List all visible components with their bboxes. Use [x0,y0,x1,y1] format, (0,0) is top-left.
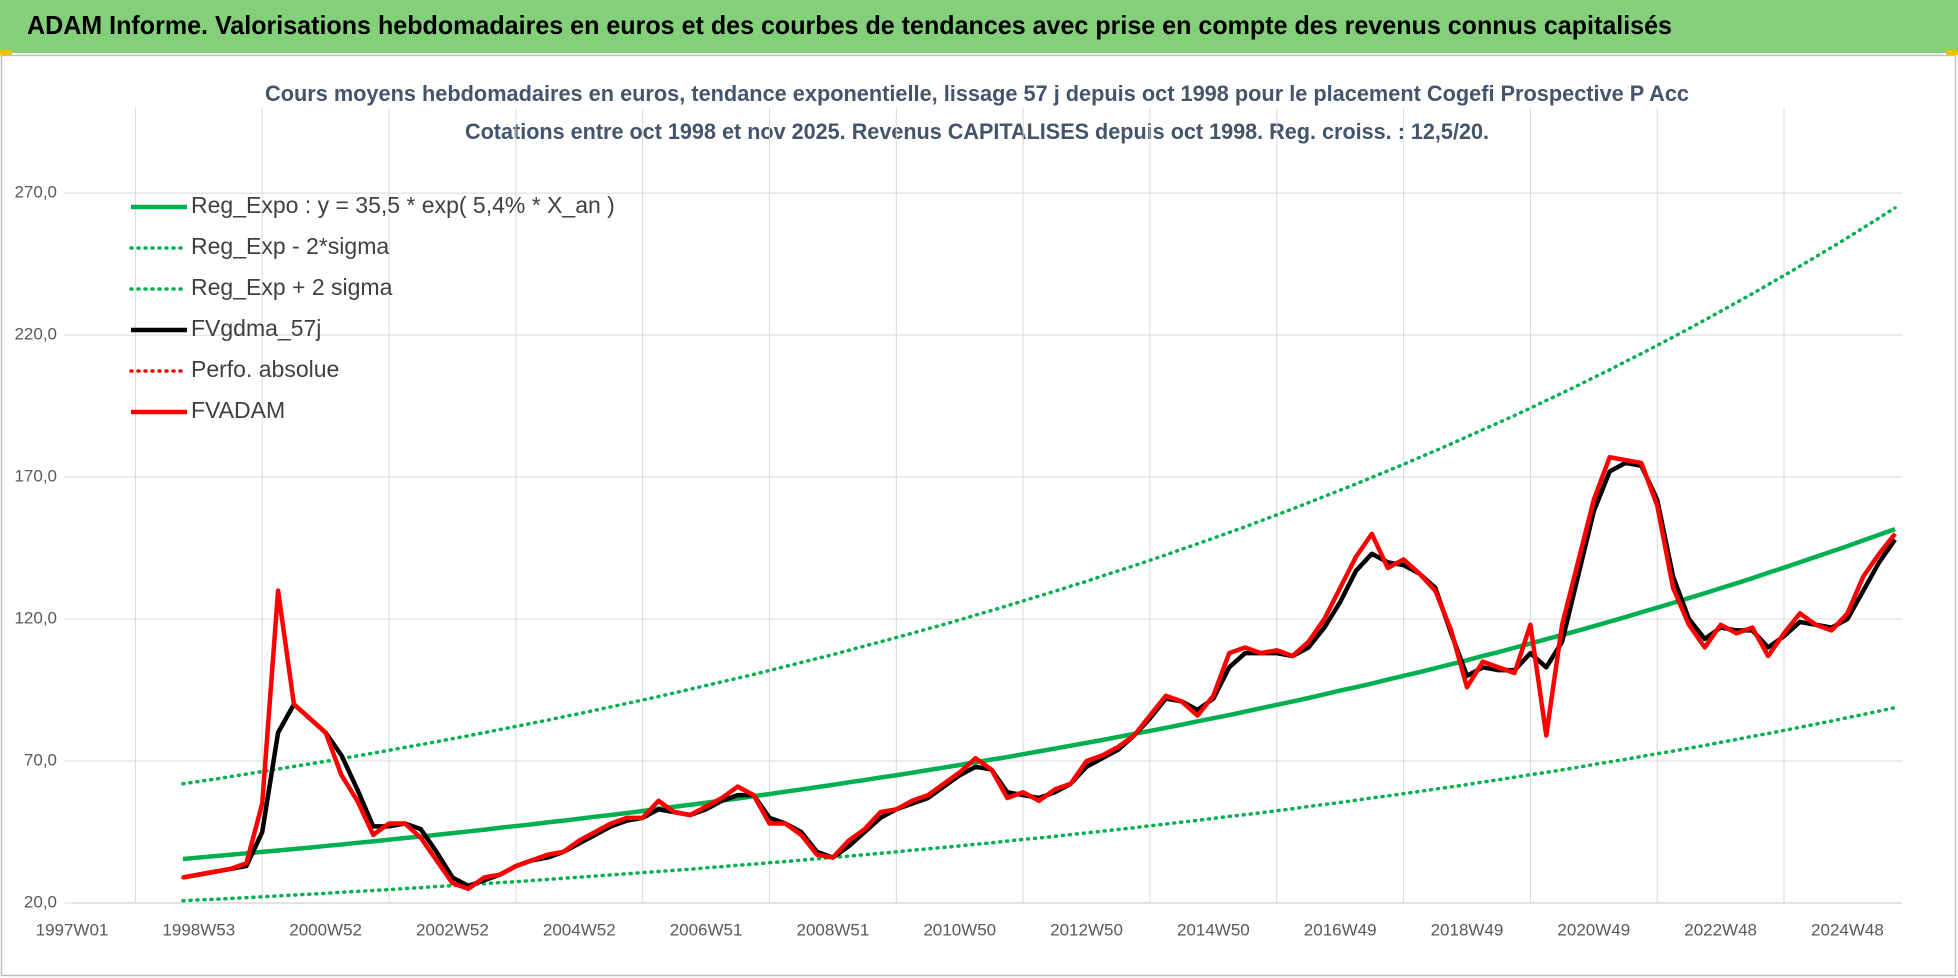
legend-label: Reg_Exp + 2 sigma [191,274,393,300]
x-tick-label: 2000W52 [289,920,362,939]
series-line [182,460,1897,889]
y-tick-label: 120,0 [14,609,57,628]
y-tick-label: 20,0 [24,892,57,911]
chart-title: Cours moyens hebdomadaires en euros, ten… [265,81,1689,106]
series-line [181,206,1897,786]
corner-accent [1946,50,1958,55]
series-line [182,526,1896,862]
legend-label: Reg_Expo : y = 35,5 * exp( 5,4% * X_an ) [191,192,615,218]
x-tick-label: 2016W49 [1304,920,1377,939]
x-tick-label: 2002W52 [416,920,489,939]
x-tick-label: 2022W48 [1684,920,1757,939]
y-tick-label: 170,0 [14,467,57,486]
y-tick-label: 70,0 [24,751,57,770]
x-tick-label: 2018W49 [1431,920,1504,939]
x-tick-label: 1998W53 [162,920,235,939]
page-title: ADAM Informe. Valorisations hebdomadaire… [27,10,1672,40]
x-tick-label: 2014W50 [1177,920,1250,939]
x-tick-label: 2020W49 [1557,920,1630,939]
corner-accent [0,50,12,55]
x-tick-label: 2024W48 [1811,920,1884,939]
y-tick-label: 220,0 [14,325,57,344]
chart-frame [0,54,1957,977]
y-tick-label: 270,0 [14,183,57,202]
x-tick-label: 2010W50 [923,920,996,939]
title-bar [0,0,1958,53]
x-tick-label: 1997W01 [36,920,109,939]
chart-subtitle: Cotations entre oct 1998 et nov 2025. Re… [465,119,1489,144]
x-tick-label: 2008W51 [797,920,870,939]
x-tick-label: 2006W51 [670,920,743,939]
x-tick-label: 2012W50 [1050,920,1123,939]
legend-label: Reg_Exp - 2*sigma [191,233,389,259]
x-tick-label: 2004W52 [543,920,616,939]
legend-label: FVADAM [191,397,285,423]
series-line [182,454,1897,892]
legend-label: FVgdma_57j [191,315,321,341]
legend-label: Perfo. absolue [191,356,339,382]
